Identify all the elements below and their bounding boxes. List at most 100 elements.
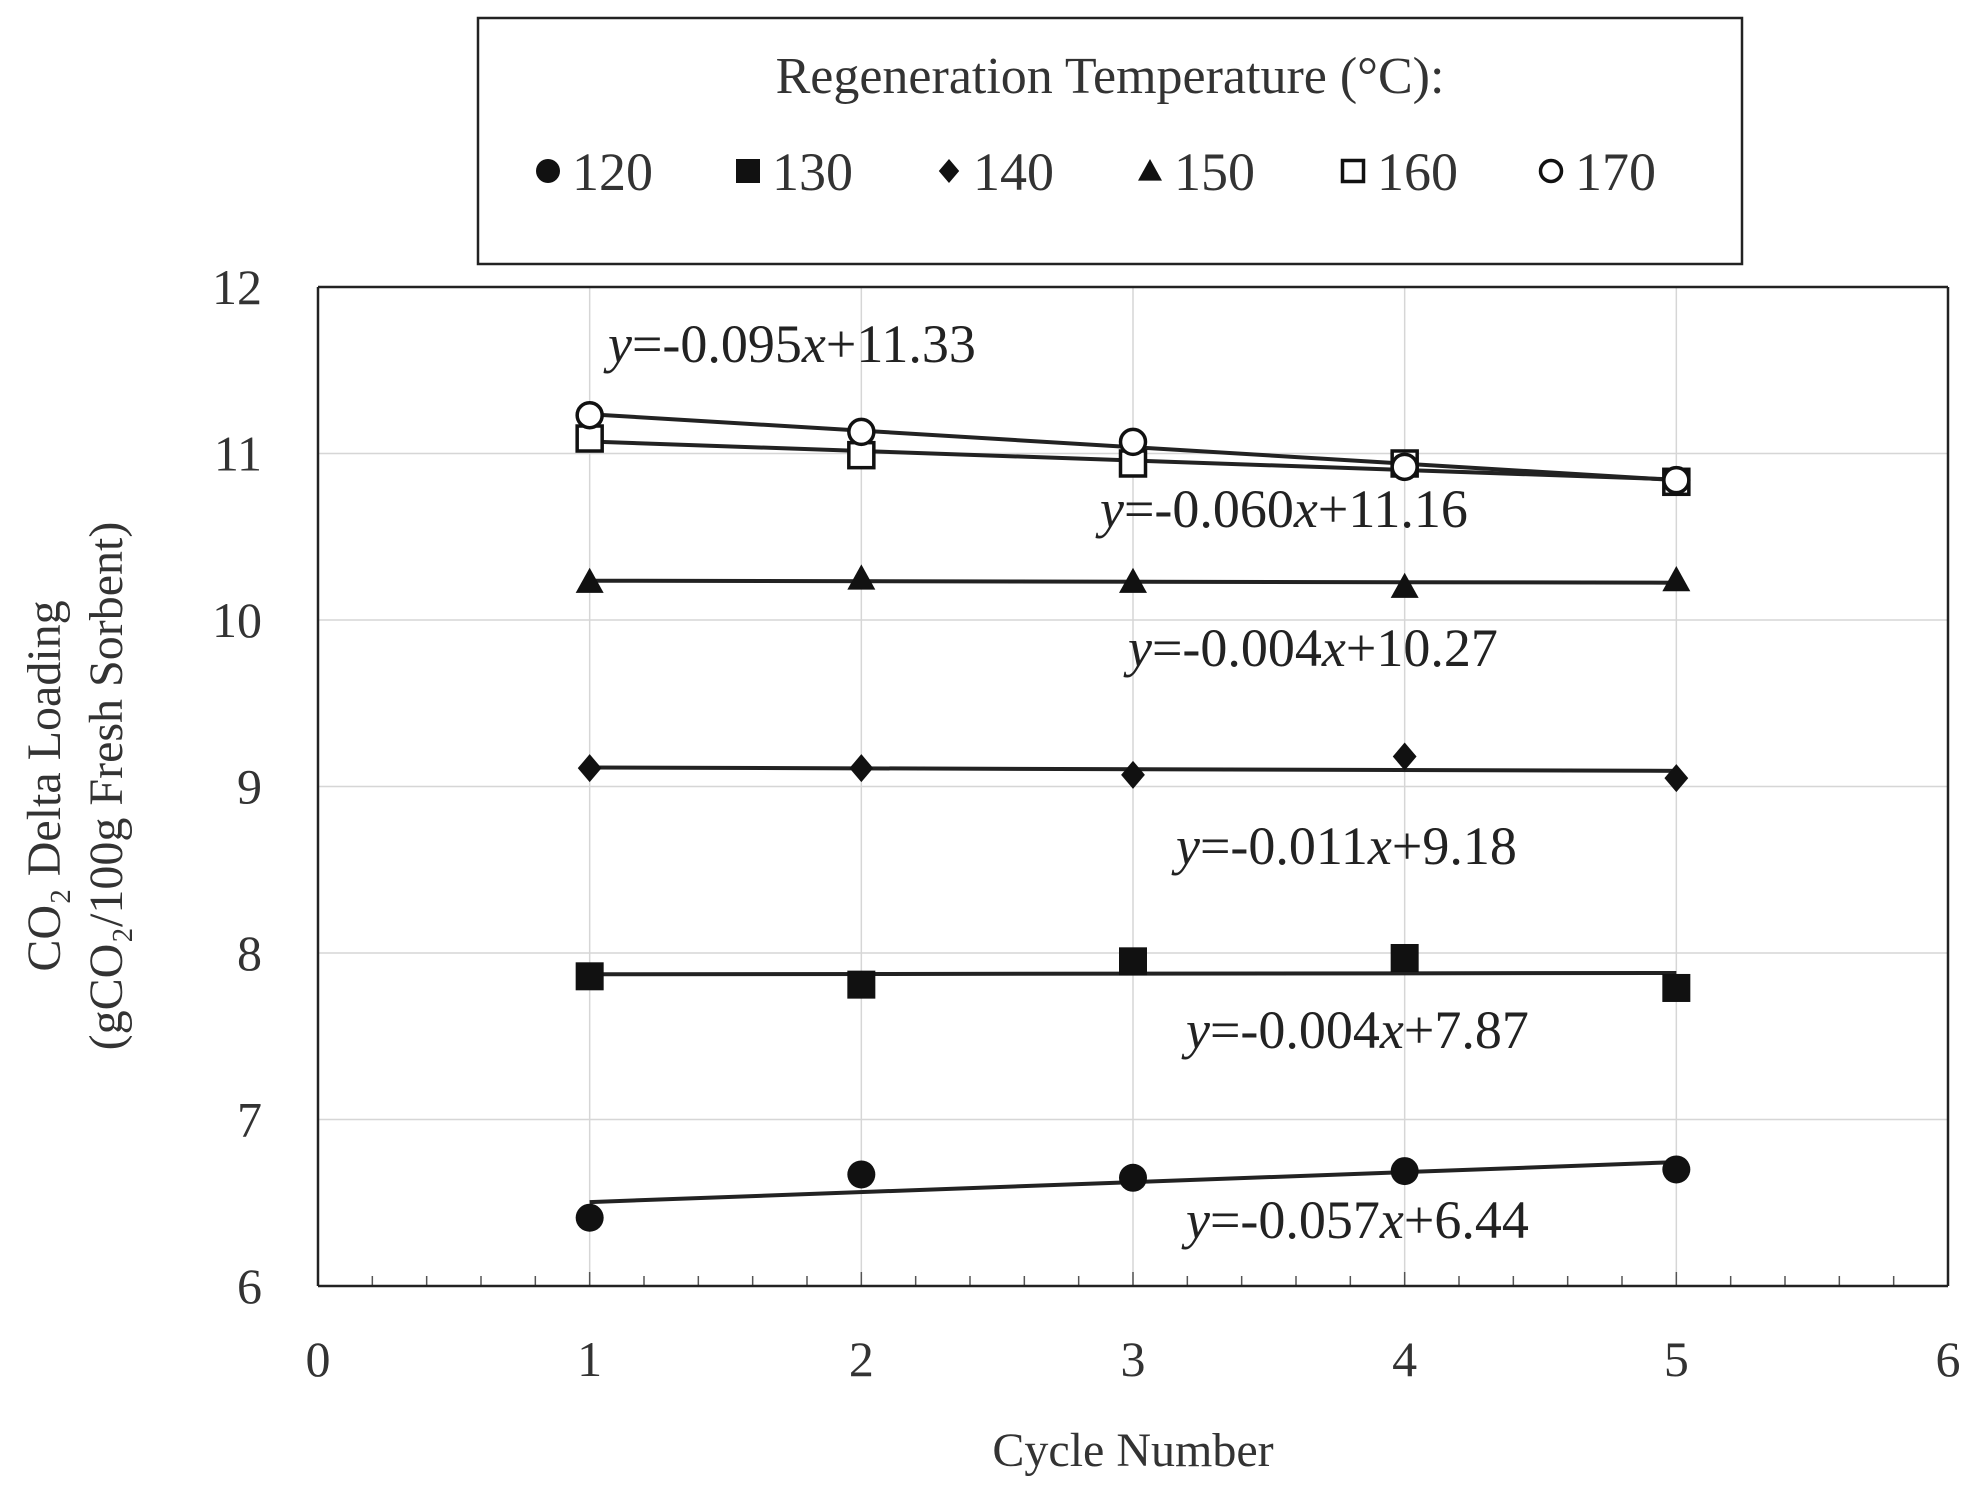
equation-variable: x	[1379, 1190, 1404, 1250]
point-170-shape	[1118, 427, 1148, 457]
legend-marker-170-shape	[1538, 158, 1564, 184]
trendline-equation-140: y=-0.011x+9.18	[1171, 816, 1517, 876]
point-160	[575, 424, 604, 453]
legend-marker-120	[536, 159, 560, 183]
point-140	[1121, 760, 1145, 789]
x-tick-labels: 0 1 2 3 4 5 6	[306, 1331, 1961, 1387]
legend-item-150: 150	[1138, 142, 1255, 202]
point-170-shape	[575, 400, 604, 430]
equation-text: =-0.011	[1200, 816, 1368, 876]
y-tick-label: 8	[237, 925, 262, 981]
point-140-shape	[1121, 760, 1145, 789]
point-120-shape	[1662, 1155, 1691, 1184]
equation-variable: y	[1095, 479, 1124, 539]
equation-variable: x	[1321, 618, 1346, 678]
equation-variable: y	[1181, 1000, 1210, 1060]
x-tick-label: 6	[1936, 1331, 1961, 1387]
point-170	[1118, 427, 1148, 457]
trendline-equation-170: y=-0.095x+11.33	[603, 314, 976, 374]
equation-text: +9.18	[1392, 816, 1517, 876]
point-150	[1390, 572, 1419, 598]
legend-item-160: 160	[1340, 142, 1458, 202]
point-120	[1119, 1163, 1147, 1192]
point-130-shape	[575, 962, 604, 991]
legend-marker-150-shape	[1138, 159, 1162, 181]
equation-text: =-0.004	[1152, 618, 1322, 678]
legend-marker-150	[1138, 159, 1162, 181]
point-150	[1662, 566, 1691, 592]
point-120-shape	[1119, 1163, 1147, 1192]
legend-marker-140	[938, 159, 960, 183]
point-120-shape	[575, 1203, 604, 1232]
point-160-shape	[847, 440, 876, 470]
x-tick-label: 0	[306, 1331, 331, 1387]
point-130	[575, 962, 604, 991]
point-150-shape	[847, 564, 876, 590]
point-150	[1119, 567, 1147, 593]
y-tick-label: 10	[212, 592, 262, 648]
point-160	[847, 440, 876, 470]
equation-variable: y	[1181, 1190, 1210, 1250]
equation-variable: x	[1293, 479, 1318, 539]
point-150	[575, 567, 604, 593]
x-tick-label: 1	[577, 1331, 602, 1387]
point-130	[1119, 947, 1147, 976]
point-170	[1662, 465, 1691, 495]
equation-text: +10.27	[1346, 618, 1498, 678]
legend-item-130: 130	[736, 142, 853, 202]
trendline-equations: y=-0.057x+6.44y=-0.004x+7.87y=-0.011x+9.…	[603, 314, 1529, 1250]
trendline-equation-120: y=-0.057x+6.44	[1181, 1190, 1529, 1250]
legend-marker-160	[1340, 158, 1366, 184]
y-tick-label: 11	[214, 426, 262, 482]
y-tick-label: 7	[237, 1092, 262, 1148]
legend-item-120: 120	[536, 142, 653, 202]
legend-item-170: 170	[1538, 142, 1656, 202]
point-120	[575, 1203, 604, 1232]
legend-label-130: 130	[772, 142, 853, 202]
point-160-shape	[575, 424, 604, 453]
point-170-shape	[847, 417, 876, 447]
point-140-shape	[1392, 742, 1417, 771]
y-axis-title-line2: (gCO₂/100g Fresh Sorbent)	[80, 522, 133, 1051]
point-170	[847, 417, 876, 447]
equation-text: =-0.004	[1210, 1000, 1380, 1060]
legend-marker-140-shape	[938, 159, 960, 183]
point-120-shape	[847, 1160, 876, 1189]
x-tick-label: 3	[1121, 1331, 1146, 1387]
point-140	[577, 754, 602, 783]
point-120	[1390, 1157, 1419, 1186]
equation-text: =-0.057	[1210, 1190, 1380, 1250]
point-130-shape	[847, 970, 876, 999]
point-130-shape	[1390, 943, 1419, 972]
trendline-equation-130: y=-0.004x+7.87	[1181, 1000, 1529, 1060]
point-150-shape	[1390, 572, 1419, 598]
legend-marker-130	[736, 159, 760, 183]
point-130	[1390, 943, 1419, 972]
x-tick-label: 2	[849, 1331, 874, 1387]
legend-marker-120-shape	[536, 159, 560, 183]
legend-title: Regeneration Temperature (°C):	[776, 48, 1445, 105]
point-140-shape	[577, 754, 602, 783]
point-140-shape	[849, 754, 874, 783]
point-150-shape	[1119, 567, 1147, 593]
point-170	[1390, 452, 1419, 482]
y-tick-label: 12	[212, 259, 262, 315]
equation-text: =-0.095	[632, 314, 802, 374]
y-axis-title-line1: CO₂ Delta Loading	[18, 600, 71, 971]
legend-label-120: 120	[572, 142, 653, 202]
axes	[316, 285, 1950, 1288]
legend-items: 120 130 140 150 160 170	[536, 142, 1656, 202]
equation-text: +6.44	[1404, 1190, 1529, 1250]
point-140	[849, 754, 874, 783]
point-130	[1662, 973, 1691, 1002]
legend-marker-170	[1538, 158, 1564, 184]
point-170-shape	[1390, 452, 1419, 482]
point-140	[1392, 742, 1417, 771]
trendline-equation-160: y=-0.060x+11.16	[1095, 479, 1468, 539]
point-140	[1664, 764, 1689, 793]
equation-variable: y	[603, 314, 632, 374]
point-150-shape	[575, 567, 604, 593]
equation-text: +11.16	[1318, 479, 1468, 539]
y-tick-label: 9	[237, 759, 262, 815]
equation-text: +11.33	[826, 314, 976, 374]
